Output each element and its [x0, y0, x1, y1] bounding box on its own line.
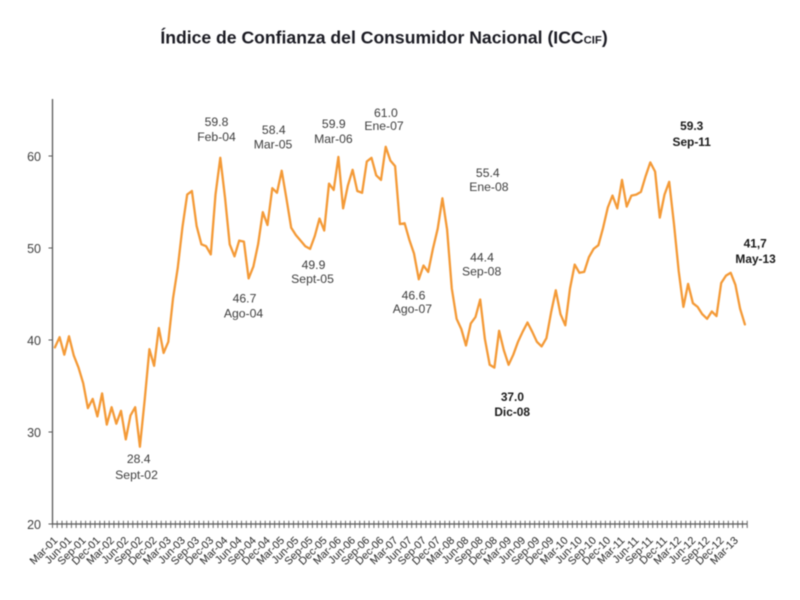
svg-text:44.4: 44.4 [470, 250, 494, 264]
svg-text:Sep-08: Sep-08 [462, 264, 502, 278]
svg-text:Feb-04: Feb-04 [197, 130, 236, 144]
svg-text:59.3: 59.3 [680, 119, 704, 133]
svg-text:30: 30 [27, 426, 41, 440]
svg-text:Ene-07: Ene-07 [364, 119, 404, 133]
svg-text:Sept-05: Sept-05 [291, 272, 334, 286]
svg-text:28.4: 28.4 [127, 452, 151, 466]
svg-text:55.4: 55.4 [476, 166, 500, 180]
svg-text:49.9: 49.9 [302, 258, 326, 272]
svg-text:58.4: 58.4 [262, 123, 286, 137]
svg-text:60: 60 [27, 150, 41, 164]
svg-text:50: 50 [27, 242, 41, 256]
svg-text:Ago-04: Ago-04 [224, 306, 264, 320]
svg-text:Ago-07: Ago-07 [393, 302, 433, 316]
svg-text:40: 40 [27, 334, 41, 348]
svg-text:Dic-08: Dic-08 [494, 405, 530, 419]
svg-text:41,7: 41,7 [744, 237, 768, 251]
svg-text:May-13: May-13 [735, 252, 776, 266]
svg-text:Mar-06: Mar-06 [314, 132, 353, 146]
svg-text:Sep-11: Sep-11 [673, 135, 712, 149]
svg-text:61.0: 61.0 [374, 106, 398, 120]
svg-text:Sept-02: Sept-02 [115, 468, 158, 482]
svg-text:Mar-05: Mar-05 [254, 137, 293, 151]
svg-text:37.0: 37.0 [501, 390, 525, 404]
svg-text:Ene-08: Ene-08 [469, 180, 509, 194]
svg-text:46.7: 46.7 [233, 291, 257, 305]
svg-text:59.9: 59.9 [322, 117, 346, 131]
svg-text:46.6: 46.6 [402, 288, 426, 302]
svg-text:59.8: 59.8 [205, 115, 229, 129]
svg-text:20: 20 [27, 518, 41, 532]
svg-text:Índice de Confianza del Consum: Índice de Confianza del Consumidor Nacio… [160, 27, 607, 48]
